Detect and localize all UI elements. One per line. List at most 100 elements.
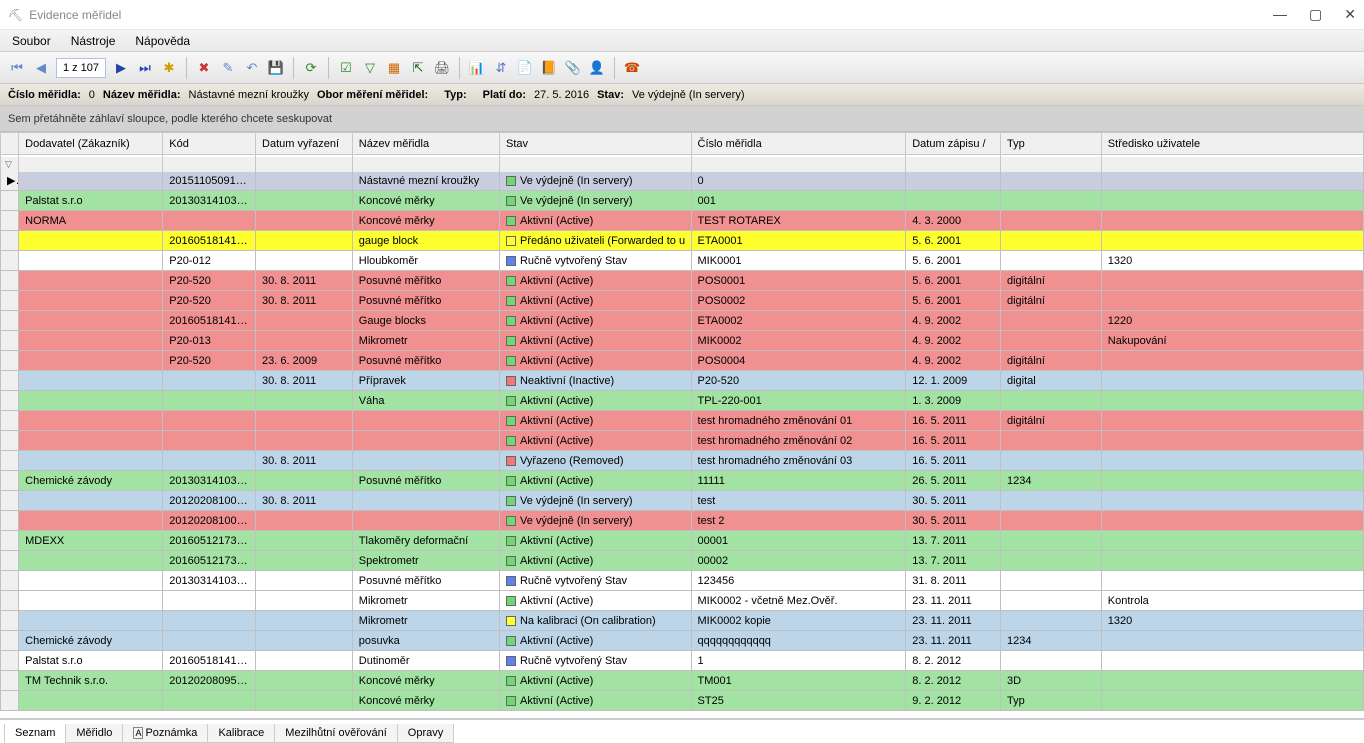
grid-icon[interactable]: ▦ [383,57,405,79]
maximize-button[interactable]: ▢ [1309,6,1322,23]
tab-seznam[interactable]: Seznam [4,724,66,743]
filter-cell[interactable] [906,156,1001,172]
table-cell: MIK0002 [691,331,906,351]
next-button[interactable]: ▶ [110,57,132,79]
filter-cell[interactable] [19,156,163,172]
column-header[interactable]: Stav [499,133,691,155]
table-cell [1000,571,1101,591]
table-row[interactable]: Palstat s.r.o20160518141236DutinoměrRučn… [1,651,1364,671]
column-header[interactable] [1,133,19,155]
filter-cell[interactable] [1101,156,1363,172]
filter-cell[interactable] [1000,156,1101,172]
last-button[interactable]: ⏭ [134,57,156,79]
filter-cell[interactable] [691,156,906,172]
table-cell: 20151105091710 [163,171,256,191]
cell-stav: Aktivní (Active) [499,351,691,371]
table-row[interactable]: Aktivní (Active)test hromadného změnován… [1,431,1364,451]
cell-stav: Aktivní (Active) [499,671,691,691]
filter-cell[interactable] [256,156,353,172]
menu-nastroje[interactable]: Nástroje [63,32,124,50]
book-icon[interactable]: 📙 [538,57,560,79]
column-header[interactable]: Dodavatel (Zákazník) [19,133,163,155]
table-cell [1101,211,1363,231]
filter-cell[interactable] [499,156,691,172]
grid[interactable]: Dodavatel (Zákazník)KódDatum vyřazeníNáz… [0,132,1364,719]
table-row[interactable]: 20130314103355Posuvné měřítkoRučně vytvo… [1,571,1364,591]
column-header[interactable]: Datum vyřazení [256,133,353,155]
minimize-button[interactable]: — [1273,6,1287,23]
table-row[interactable]: VáhaAktivní (Active)TPL-220-0011. 3. 200… [1,391,1364,411]
first-button[interactable]: ⏮ [6,57,28,79]
tab-opravy[interactable]: Opravy [397,724,454,743]
table-row[interactable]: Aktivní (Active)test hromadného změnován… [1,411,1364,431]
table-row[interactable]: P20-52023. 6. 2009Posuvné měřítkoAktivní… [1,351,1364,371]
table-row[interactable]: Chemické závody20130314103355Posuvné měř… [1,471,1364,491]
column-header[interactable]: Středisko uživatele [1101,133,1363,155]
table-cell [1101,571,1363,591]
table-cell: Nástavné mezní kroužky [352,171,499,191]
table-row[interactable]: 20160518141336gauge blockPředáno uživate… [1,231,1364,251]
table-cell: 1320 [1101,251,1363,271]
table-row[interactable]: 20160512173558SpektrometrAktivní (Active… [1,551,1364,571]
group-panel[interactable]: Sem přetáhněte záhlaví sloupce, podle kt… [0,106,1364,132]
table-row[interactable]: P20-013MikrometrAktivní (Active)MIK00024… [1,331,1364,351]
menu-soubor[interactable]: Soubor [4,32,59,50]
filter-icon[interactable]: ▽ [359,57,381,79]
table-row[interactable]: Chemické závodyposuvkaAktivní (Active)qq… [1,631,1364,651]
tab-poznamka[interactable]: APoznámka [122,724,208,743]
table-cell [163,411,256,431]
column-header[interactable]: Datum zápisu / [906,133,1001,155]
table-row[interactable]: MikrometrAktivní (Active)MIK0002 - včetn… [1,591,1364,611]
table-row[interactable]: 30. 8. 2011PřípravekNeaktivní (Inactive)… [1,371,1364,391]
table-row[interactable]: MDEXX20160512173558Tlakoměry deformačníA… [1,531,1364,551]
user-icon[interactable]: 👤 [586,57,608,79]
table-cell [1000,331,1101,351]
refresh-icon[interactable]: ⟳ [300,57,322,79]
undo-icon[interactable]: ↶ [241,57,263,79]
table-cell: Kontrola [1101,591,1363,611]
filter-cell[interactable] [352,156,499,172]
column-header[interactable]: Název měřidla [352,133,499,155]
chart-icon[interactable]: 📊 [466,57,488,79]
table-row[interactable]: 30. 8. 2011Vyřazeno (Removed)test hromad… [1,451,1364,471]
column-header[interactable]: Kód [163,133,256,155]
table-row[interactable]: P20-012HloubkoměrRučně vytvořený StavMIK… [1,251,1364,271]
table-cell: 001 [691,191,906,211]
table-cell [1101,391,1363,411]
column-header[interactable]: Typ [1000,133,1101,155]
table-row[interactable]: Palstat s.r.o20130314103355Koncové měrky… [1,191,1364,211]
checklist-icon[interactable]: ☑ [335,57,357,79]
doc-icon[interactable]: 📄 [514,57,536,79]
menu-napoveda[interactable]: Nápověda [127,32,198,50]
export-icon[interactable]: ⇱ [407,57,429,79]
prev-button[interactable]: ◀ [30,57,52,79]
table-row[interactable]: Koncové měrkyAktivní (Active)ST259. 2. 2… [1,691,1364,711]
table-row[interactable]: ▶20151105091710Nástavné mezní kroužkyVe … [1,171,1364,191]
table-row[interactable]: 20160518141336Gauge blocksAktivní (Activ… [1,311,1364,331]
table-row[interactable]: P20-52030. 8. 2011Posuvné měřítkoAktivní… [1,271,1364,291]
delete-icon[interactable]: ✖ [193,57,215,79]
column-header[interactable]: Číslo měřidla [691,133,906,155]
tab-mezilhutni[interactable]: Mezilhůtní ověřování [274,724,398,743]
new-icon[interactable]: ✱ [158,57,180,79]
filter-cell[interactable] [163,156,256,172]
support-icon[interactable]: ☎ [621,57,643,79]
filter-handle[interactable]: ▽ [1,156,19,172]
print-icon[interactable]: 🖨 [431,57,453,79]
table-row[interactable]: 2012020810091130. 8. 2011Ve výdejně (In … [1,491,1364,511]
close-button[interactable]: ✕ [1344,6,1356,23]
table-row[interactable]: 20120208100911Ve výdejně (In servery)tes… [1,511,1364,531]
tree-icon[interactable]: ⇵ [490,57,512,79]
save-icon[interactable]: 💾 [265,57,287,79]
table-cell: ST25 [691,691,906,711]
table-row[interactable]: MikrometrNa kalibraci (On calibration)MI… [1,611,1364,631]
table-row[interactable]: TM Technik s.r.o.20120208095833Koncové m… [1,671,1364,691]
attach-icon[interactable]: 📎 [562,57,584,79]
table-row[interactable]: P20-52030. 8. 2011Posuvné měřítkoAktivní… [1,291,1364,311]
pager-input[interactable]: 1 z 107 [56,58,106,78]
tab-meridlo[interactable]: Měřidlo [65,724,123,743]
table-cell [163,591,256,611]
tab-kalibrace[interactable]: Kalibrace [207,724,275,743]
table-row[interactable]: NORMAKoncové měrkyAktivní (Active)TEST R… [1,211,1364,231]
edit-icon[interactable]: ✎ [217,57,239,79]
